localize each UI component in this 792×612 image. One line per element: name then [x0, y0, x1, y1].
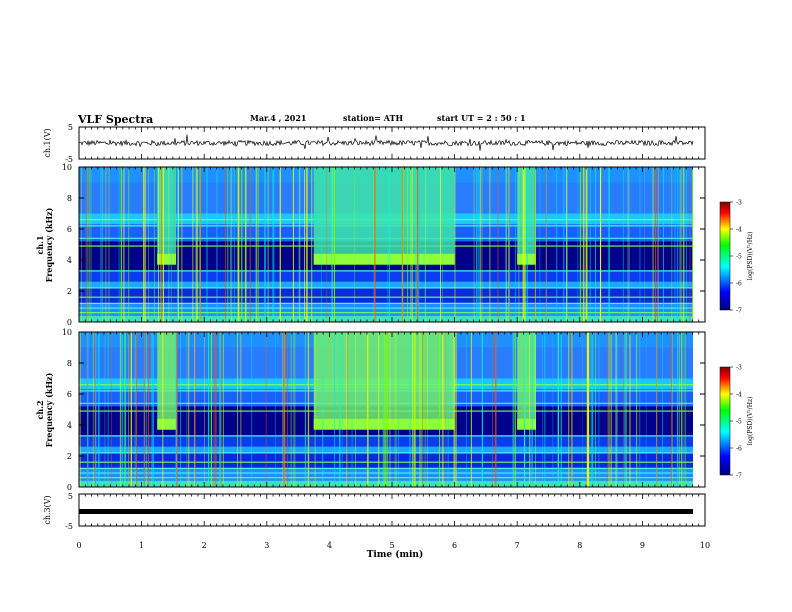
freq-tick-label: 4: [67, 256, 72, 265]
spectro-burst-core-2: [517, 253, 536, 265]
freq-tick-label: 0: [67, 318, 72, 327]
spectro-band-5: [79, 270, 693, 282]
time-tick-label: 8: [577, 541, 582, 550]
time-axis: 0 1 2 3 4 5 6 7 8 9 10: [76, 127, 710, 550]
colorbar-tick-label: -5: [736, 419, 742, 426]
spectro-band-9: [79, 315, 693, 322]
ch2-channel-label: ch.2: [35, 400, 45, 419]
time-tick-label: 10: [700, 541, 710, 550]
freq-tick-label: 8: [67, 359, 72, 368]
spectro-band-9: [79, 480, 693, 487]
time-tick-label: 5: [389, 541, 394, 550]
spectro-burst-core-1: [313, 253, 455, 265]
spectro-band-7: [79, 287, 693, 304]
freq-tick-label: 2: [67, 287, 72, 296]
freq-tick-label: 6: [67, 390, 72, 399]
ch1-colorbar-label: log(PSD)(V²/Hz): [747, 232, 754, 281]
spectro-empty: [693, 167, 705, 322]
colorbar-tick-label: -3: [736, 200, 742, 207]
ch1-colorbar: -3 -4 -5 -6 -7 log(PSD)(V²/Hz): [719, 200, 754, 315]
ch2-spectrogram-panel: 0 2 4 6 8 10 ch.2 Frequency (kHz): [35, 328, 706, 492]
time-tick-label: 3: [264, 541, 269, 550]
spectro-burst-core-0: [157, 253, 177, 265]
spectro-band-5: [79, 435, 693, 447]
time-tick-label: 7: [515, 541, 520, 550]
freq-tick-label: 2: [67, 452, 72, 461]
ch1-voltage-trace: [78, 134, 694, 151]
ch1-channel-label: ch.1: [35, 235, 45, 254]
ch1-voltage-panel: 5 -5 ch.1(V): [43, 123, 706, 164]
spectro-burst-1: [313, 167, 455, 265]
ch1-spectrogram: [79, 167, 705, 322]
time-tick-label: 2: [202, 541, 207, 550]
date-label: Mar.4 , 2021: [250, 113, 307, 123]
colorbar-tick-label: -6: [736, 446, 742, 453]
freq-tick-label: 8: [67, 194, 72, 203]
spectro-empty: [693, 332, 705, 487]
colorbar-tick-label: -3: [736, 365, 742, 372]
ch1-freq-ylabel: Frequency (kHz): [44, 207, 54, 282]
colorbar-tick-label: -6: [736, 281, 742, 288]
spectro-band-6: [79, 281, 693, 288]
time-tick-label: 4: [327, 541, 332, 550]
station-label: station= ATH: [343, 113, 404, 123]
spectro-band-8: [79, 468, 693, 481]
ch1-voltage-ylabel: ch.1(V): [43, 128, 52, 157]
time-tick-label: 1: [139, 541, 144, 550]
chart-title: VLF Spectra: [78, 113, 154, 126]
freq-tick-label: 4: [67, 421, 72, 430]
ch1-freq-ticks: 0 2 4 6 8 10: [62, 163, 705, 327]
ch2-colorbar-ticks: -3 -4 -5 -6 -7: [730, 365, 742, 480]
ch2-colorbar-label: log(PSD)(V²/Hz): [747, 397, 754, 446]
spectro-burst-core-2: [517, 418, 536, 430]
colorbar-tick-label: -7: [736, 308, 742, 315]
freq-tick-label: 10: [62, 328, 72, 337]
spectro-burst-2: [517, 332, 536, 430]
colorbar-tick-label: -5: [736, 254, 742, 261]
spectro-band-6: [79, 446, 693, 453]
spectro-burst-0: [157, 332, 177, 430]
time-tick-label: 6: [452, 541, 457, 550]
ch2-colorbar: -3 -4 -5 -6 -7 log(PSD)(V²/Hz): [719, 365, 754, 480]
ch2-freq-ylabel: Frequency (kHz): [44, 372, 54, 447]
time-tick-label: 9: [640, 541, 645, 550]
time-axis-label: Time (min): [367, 549, 424, 560]
ch2-spectrogram: [78, 332, 705, 487]
time-tick-label: 0: [76, 541, 81, 550]
ch1-ytick-5: 5: [68, 123, 73, 132]
freq-tick-label: 10: [62, 163, 72, 172]
start-time-label: start UT = 2 : 50 : 1: [437, 113, 526, 123]
ch3-ytick-5: 5: [68, 492, 73, 501]
ch2-freq-ticks: 0 2 4 6 8 10: [62, 328, 705, 492]
colorbar-tick-label: -7: [736, 473, 742, 480]
ch3-voltage-trace: [79, 509, 693, 514]
colorbar-tick-label: -4: [736, 227, 742, 234]
spectro-burst-core-0: [157, 418, 177, 430]
freq-tick-label: 6: [67, 225, 72, 234]
colorbar-tick-label: -4: [736, 392, 742, 399]
spectro-burst-2: [517, 167, 536, 265]
freq-tick-label: 0: [67, 483, 72, 492]
ch3-voltage-panel: 5 -5 ch.3(V): [43, 492, 706, 531]
ch1-ytick-minus5: -5: [65, 155, 73, 164]
ch1-colorbar-ticks: -3 -4 -5 -6 -7: [730, 200, 742, 315]
ch3-ytick-minus5: -5: [65, 522, 73, 531]
ch1-spectrogram-panel: 0 2 4 6 8 10 ch.1 Frequency (kHz): [35, 163, 706, 327]
ch3-voltage-ylabel: ch.3(V): [43, 495, 52, 524]
spectro-band-7: [79, 452, 693, 469]
spectro-burst-0: [157, 167, 177, 265]
